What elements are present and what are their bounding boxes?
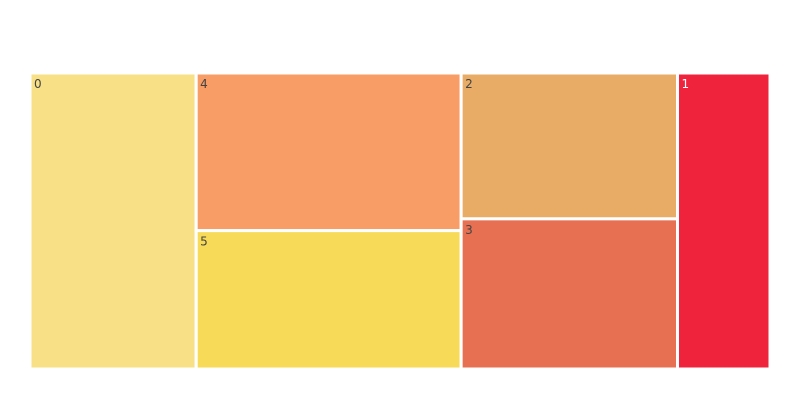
- treemap-tile-label-3: 3: [465, 223, 473, 237]
- treemap-tile-label-0: 0: [34, 77, 42, 91]
- treemap-tile-4[interactable]: [194, 71, 463, 233]
- treemap-tile-3[interactable]: [459, 217, 679, 371]
- treemap-tile-5[interactable]: [194, 229, 463, 371]
- treemap-tile-label-4: 4: [200, 77, 208, 91]
- treemap-tile-label-1: 1: [682, 77, 690, 91]
- treemap-tile-0[interactable]: [28, 71, 198, 371]
- treemap-tile-1[interactable]: [676, 71, 772, 371]
- treemap-tile-label-2: 2: [465, 77, 473, 91]
- treemap-tile-2[interactable]: [459, 71, 679, 221]
- treemap-tile-label-5: 5: [200, 235, 208, 249]
